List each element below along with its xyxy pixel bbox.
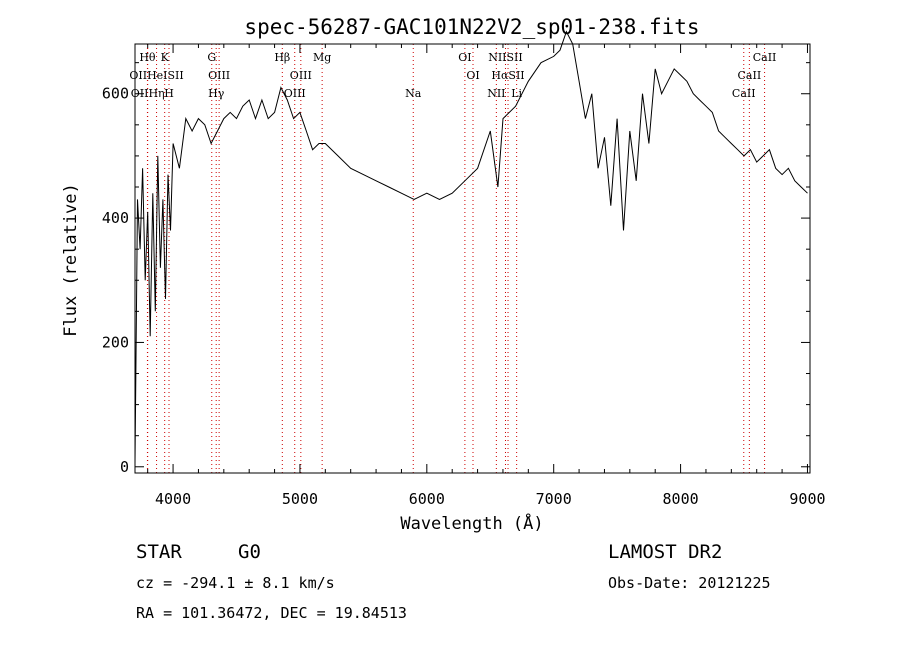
line-marker-label-13: CaII bbox=[738, 69, 762, 82]
y-axis-ticks: 0 200 400 600 bbox=[102, 62, 810, 476]
x-tick-label-2: 6000 bbox=[409, 490, 445, 508]
spectrum-series bbox=[134, 30, 808, 464]
line-marker-label-8: OIIHeISII bbox=[129, 69, 183, 82]
line-marker-label-10: OIII bbox=[290, 69, 312, 82]
line-marker-label-14: OIIHη bbox=[131, 87, 165, 100]
line-marker-label-15: H bbox=[164, 87, 174, 100]
velocity-readout: cz = -294.1 ± 8.1 km/s bbox=[136, 574, 335, 592]
line-marker-label-16: Hγ bbox=[208, 87, 225, 100]
line-marker-label-20: Li bbox=[511, 87, 522, 100]
spectral-line-markers bbox=[146, 44, 766, 473]
line-marker-label-18: Na bbox=[405, 87, 422, 100]
chart-title: spec-56287-GAC101N22V2_sp01-238.fits bbox=[244, 15, 699, 39]
line-marker-label-2: G bbox=[207, 51, 216, 64]
line-marker-label-6: NIISII bbox=[488, 51, 523, 64]
y-axis-label: Flux (relative) bbox=[61, 183, 81, 337]
x-tick-label-4: 8000 bbox=[663, 490, 699, 508]
x-tick-label-5: 9000 bbox=[789, 490, 825, 508]
line-marker-label-11: OI bbox=[466, 69, 479, 82]
x-tick-label-3: 7000 bbox=[536, 490, 572, 508]
x-tick-label-0: 4000 bbox=[155, 490, 191, 508]
line-marker-label-4: Mg bbox=[313, 51, 331, 64]
line-marker-label-0: Hθ bbox=[139, 51, 156, 64]
coordinates-readout: RA = 101.36472, DEC = 19.84513 bbox=[136, 604, 407, 622]
y-tick-label-3: 600 bbox=[102, 85, 129, 103]
line-marker-label-5: OI bbox=[458, 51, 471, 64]
line-marker-label-3: Hβ bbox=[274, 51, 290, 64]
line-marker-label-9: OIII bbox=[208, 69, 230, 82]
spectrum-chart: 4000 5000 6000 7000 8000 9000 0 200 400 600 Hθ K G… bbox=[61, 15, 826, 534]
plot-frame bbox=[134, 43, 811, 474]
line-marker-label-7: CaII bbox=[753, 51, 777, 64]
spectral-line-labels: Hθ K G Hβ Mg OI NIISII CaII OIIHeISII OIII OIII OI H… bbox=[129, 51, 776, 100]
x-axis-ticks: 4000 5000 6000 7000 8000 9000 bbox=[147, 44, 826, 508]
y-tick-label-0: 0 bbox=[120, 458, 129, 476]
line-marker-label-1: K bbox=[161, 51, 170, 64]
object-class: STAR bbox=[136, 541, 182, 563]
x-axis-label: Wavelength (Å) bbox=[400, 512, 543, 534]
line-marker-label-21: CaII bbox=[732, 87, 756, 100]
spectrum-line-0 bbox=[134, 30, 808, 464]
line-marker-label-19: NII bbox=[487, 87, 505, 100]
survey-name: LAMOST DR2 bbox=[608, 541, 723, 563]
line-marker-label-12: HαSII bbox=[491, 69, 524, 82]
object-subclass: G0 bbox=[238, 541, 261, 563]
x-tick-label-1: 5000 bbox=[282, 490, 318, 508]
observation-date: Obs-Date: 20121225 bbox=[608, 574, 771, 592]
y-tick-label-2: 400 bbox=[102, 209, 129, 227]
line-marker-label-17: OIII bbox=[284, 87, 306, 100]
y-tick-label-1: 200 bbox=[102, 333, 129, 351]
